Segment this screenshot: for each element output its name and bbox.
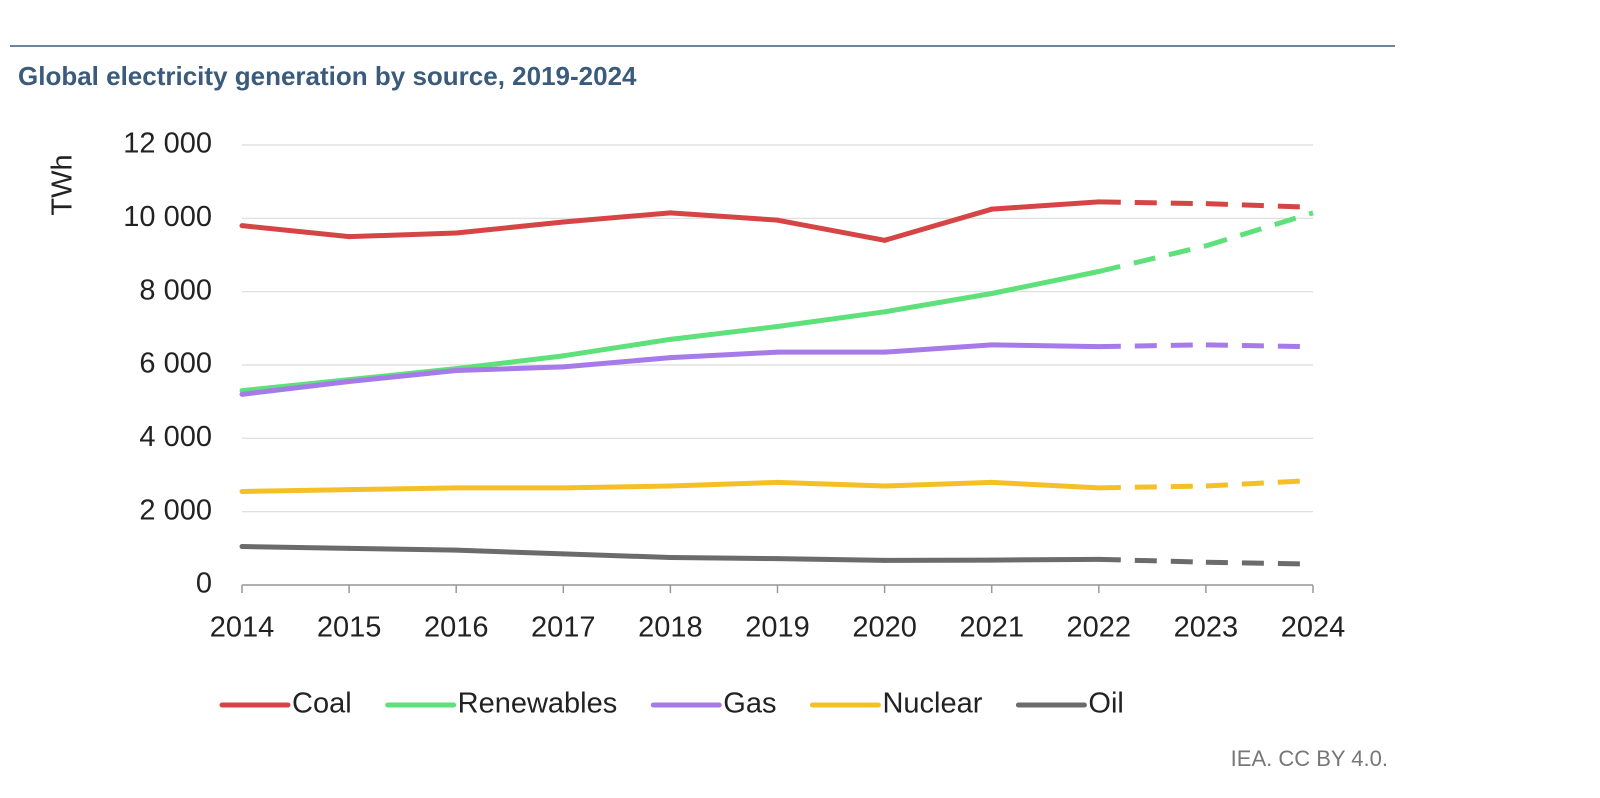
y-tick-label: 0 [196, 568, 212, 600]
line-segment [1205, 210, 1314, 249]
chart-title: Global electricity generation by source,… [18, 61, 637, 91]
line-segment [1205, 559, 1314, 567]
line-segment [1098, 483, 1206, 491]
x-tick-label: 2019 [745, 612, 810, 644]
line-segment [239, 223, 352, 240]
line-segment [239, 379, 352, 397]
line-segment [989, 342, 1102, 350]
legend-label: Oil [1088, 688, 1123, 720]
line-segment [453, 353, 566, 372]
legend-label: Gas [723, 688, 776, 720]
x-tick-label: 2015 [317, 612, 382, 644]
line-segment [882, 479, 995, 489]
x-tick-label: 2017 [531, 612, 596, 644]
line-segment [775, 479, 888, 489]
line-segment [1205, 342, 1314, 350]
line-segment [453, 364, 566, 373]
x-tick-label: 2014 [210, 612, 275, 644]
line-segment [882, 291, 995, 315]
line-segment [667, 479, 780, 489]
line-segment [667, 349, 780, 361]
source-note: IEA. CC BY 4.0. [1231, 746, 1388, 771]
line-segment [775, 556, 888, 563]
line-segment [560, 210, 673, 225]
line-segment [667, 210, 780, 223]
y-tick-label: 10 000 [123, 201, 212, 233]
line-segment [560, 355, 673, 370]
line-segment [1098, 243, 1207, 274]
y-axis-label: TWh [47, 154, 79, 215]
x-tick-label: 2023 [1174, 612, 1239, 644]
line-segment [560, 336, 673, 359]
y-tick-label: 8 000 [139, 274, 212, 306]
line-segment [346, 230, 459, 240]
x-tick-label: 2016 [424, 612, 489, 644]
legend-label: Coal [292, 688, 352, 720]
y-tick-label: 12 000 [123, 128, 212, 160]
x-tick-label: 2020 [852, 612, 917, 644]
line-segment [989, 556, 1102, 563]
y-tick-label: 2 000 [139, 494, 212, 526]
line-segment [989, 199, 1102, 212]
line-segment [453, 219, 566, 236]
x-tick-label: 2021 [959, 612, 1024, 644]
legend-label: Nuclear [882, 688, 982, 720]
line-segment [775, 309, 888, 329]
line-segment [882, 206, 995, 243]
line-segment [560, 551, 673, 560]
line-segment [346, 485, 459, 493]
line-segment [1098, 342, 1206, 350]
line-segment [989, 479, 1102, 491]
x-tick-label: 2022 [1067, 612, 1132, 644]
line-segment [667, 555, 780, 562]
legend-label: Renewables [458, 688, 618, 720]
line-segment [989, 269, 1102, 296]
line-segment [882, 342, 995, 355]
line-segment [560, 483, 673, 491]
x-tick-label: 2024 [1281, 612, 1346, 644]
line-segment [1098, 199, 1206, 207]
line-segment [1205, 201, 1314, 210]
line-segment [1098, 556, 1206, 565]
line-segment [346, 368, 459, 384]
line-segment [453, 547, 566, 557]
line-segment [667, 324, 780, 342]
line-segment [239, 487, 352, 494]
y-tick-label: 6 000 [139, 348, 212, 380]
x-tick-label: 2018 [638, 612, 703, 644]
line-segment [239, 544, 352, 551]
line-segment [1205, 478, 1314, 489]
line-segment [346, 545, 459, 553]
line-segment [775, 217, 888, 243]
y-tick-label: 4 000 [139, 421, 212, 453]
